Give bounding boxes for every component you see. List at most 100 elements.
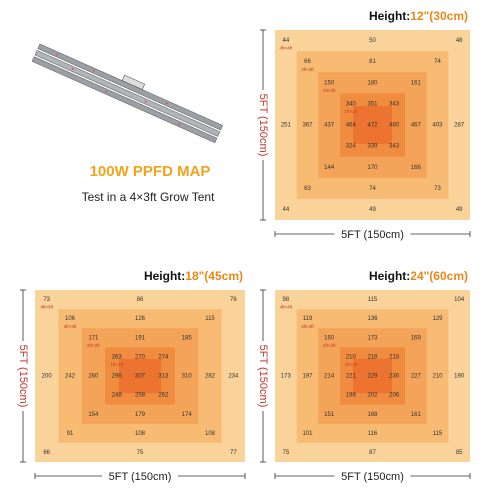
ppfd-value: 180 xyxy=(367,80,378,86)
ppfd-value: 170 xyxy=(367,165,378,171)
ppfd-value: 191 xyxy=(135,335,146,341)
height-value: 18"(45cm) xyxy=(185,269,243,283)
ppfd-value: 108 xyxy=(205,431,216,437)
ppfd-value: 85 xyxy=(456,450,463,456)
subtitle: Test in a 4×3ft Grow Tent xyxy=(82,190,216,204)
label-bg xyxy=(258,90,268,160)
ppfd-value: 136 xyxy=(367,316,378,322)
label-bg xyxy=(334,228,411,240)
ppfd-value: 221 xyxy=(346,374,357,380)
side-label: 5FT (150cm) xyxy=(257,94,269,157)
ppfd-value: 343 xyxy=(389,144,400,150)
label-bg xyxy=(258,341,268,411)
ppfd-value: 108 xyxy=(135,431,146,437)
ppfd-value: 75 xyxy=(282,450,289,456)
ppfd-value: 200 xyxy=(42,374,53,380)
ppfd-value: 210 xyxy=(346,354,357,360)
ppfd-value: 77 xyxy=(230,450,237,456)
ppfd-value: 464 xyxy=(346,123,357,129)
ppfd-value: 161 xyxy=(411,412,422,418)
ppfd-value: 115 xyxy=(368,297,378,303)
ppfd-value: 218 xyxy=(389,354,400,360)
ppfd-value: 437 xyxy=(324,123,335,129)
ppfd-value: 351 xyxy=(367,101,378,107)
zone-label: 2ft×2ft xyxy=(87,343,100,348)
side-label: 5FT (150cm) xyxy=(17,345,29,408)
title: 100W PPFD MAP xyxy=(90,163,211,180)
ppfd-value: 206 xyxy=(389,393,400,399)
ppfd-value: 50 xyxy=(369,38,376,44)
ppfd-value: 403 xyxy=(432,123,443,129)
ppfd-value: 116 xyxy=(368,431,378,437)
ppfd-value: 190 xyxy=(454,374,465,380)
zone-label: 1ft×1ft xyxy=(345,109,358,114)
ppfd-value: 260 xyxy=(88,374,99,380)
ppfd-value: 161 xyxy=(411,80,422,86)
ppfd-value: 214 xyxy=(324,374,335,380)
ppfd-value: 173 xyxy=(367,335,378,341)
ppfd-value: 234 xyxy=(228,374,239,380)
zone-label: 3ft×3ft xyxy=(64,324,77,329)
ppfd-value: 44 xyxy=(282,38,289,44)
zone-label: 1ft×1ft xyxy=(345,362,358,367)
ppfd-value: 367 xyxy=(302,123,313,129)
ppfd-value: 44 xyxy=(282,207,289,213)
ppfd-value: 242 xyxy=(65,374,76,380)
zone-center xyxy=(119,358,161,394)
ppfd-value: 296 xyxy=(112,374,123,380)
ppfd-value: 251 xyxy=(281,123,292,129)
ppfd-value: 160 xyxy=(324,335,335,341)
ppfd-value: 119 xyxy=(303,316,313,322)
ppfd-value: 144 xyxy=(324,165,335,171)
ppfd-value: 166 xyxy=(411,165,422,171)
ppfd-value: 173 xyxy=(281,374,292,380)
ppfd-value: 202 xyxy=(367,393,378,399)
ppfd-value: 227 xyxy=(411,374,422,380)
ppfd-value: 467 xyxy=(411,123,422,129)
zone-label: 2ft×2ft xyxy=(323,88,336,93)
ppfd-value: 86 xyxy=(137,297,144,303)
ppfd-value: 74 xyxy=(369,186,376,192)
bottom-label: 5FT (150cm) xyxy=(109,471,172,483)
ppfd-value: 210 xyxy=(432,374,443,380)
ppfd-value: 129 xyxy=(432,316,443,322)
ppfd-value: 339 xyxy=(367,144,378,150)
ppfd-value: 75 xyxy=(137,450,144,456)
ppfd-value: 174 xyxy=(182,412,193,418)
ppfd-value: 151 xyxy=(324,412,335,418)
ppfd-value: 197 xyxy=(302,374,313,380)
label-bg xyxy=(18,341,28,411)
ppfd-value: 287 xyxy=(454,123,465,129)
ppfd-value: 168 xyxy=(367,412,378,418)
ppfd-value: 198 xyxy=(346,393,357,399)
height-value: 24"(60cm) xyxy=(410,269,468,283)
zone-label: 4ft×4ft xyxy=(280,305,293,310)
ppfd-value: 49 xyxy=(369,207,376,213)
ppfd-value: 313 xyxy=(158,374,169,380)
ppfd-value: 91 xyxy=(67,431,74,437)
ppfd-value: 171 xyxy=(88,335,99,341)
ppfd-value: 115 xyxy=(433,431,443,437)
side-label: 5FT (150cm) xyxy=(257,345,269,408)
ppfd-value: 343 xyxy=(389,101,400,107)
label-bg xyxy=(334,470,411,482)
ppfd-value: 282 xyxy=(205,374,216,380)
ppfd-value: 169 xyxy=(411,335,422,341)
ppfd-value: 66 xyxy=(304,59,311,65)
ppfd-value: 248 xyxy=(112,393,123,399)
ppfd-value: 81 xyxy=(369,59,376,65)
zone-label: 2ft×2ft xyxy=(323,343,336,348)
ppfd-value: 101 xyxy=(302,431,313,437)
ppfd-value: 258 xyxy=(135,393,146,399)
zone-label: 3ft×3ft xyxy=(301,324,314,329)
ppfd-value: 270 xyxy=(135,354,146,360)
ppfd-value: 310 xyxy=(182,374,193,380)
ppfd-value: 274 xyxy=(158,354,169,360)
bottom-label: 5FT (150cm) xyxy=(341,471,404,483)
ppfd-value: 87 xyxy=(369,450,376,456)
height-label: Height:24"(60cm) xyxy=(369,269,468,283)
ppfd-value: 73 xyxy=(43,297,50,303)
ppfd-value: 126 xyxy=(135,316,146,322)
label-bg xyxy=(102,470,178,482)
